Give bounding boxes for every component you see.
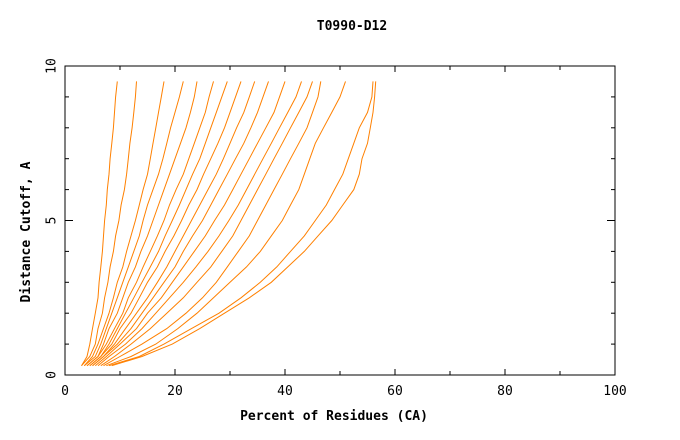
x-axis-ticks: 0 20 40 60 80 100 xyxy=(61,66,627,399)
x-axis-label: Percent of Residues (CA) xyxy=(240,409,428,424)
series-line-11 xyxy=(94,81,286,367)
y-axis-ticks: 0 5 10 xyxy=(45,58,615,379)
y-tick-label: 10 xyxy=(45,58,60,74)
x-tick-label: 20 xyxy=(167,384,183,399)
x-tick-label: 40 xyxy=(277,384,293,399)
y-tick-label: 0 xyxy=(45,371,60,379)
series-line-12 xyxy=(97,81,302,367)
series-line-8 xyxy=(89,81,242,367)
series-line-2 xyxy=(81,81,137,367)
plot-frame xyxy=(64,65,616,376)
x-tick-label: 0 xyxy=(61,384,69,399)
series-line-16 xyxy=(108,81,374,367)
series-line-1 xyxy=(81,81,118,366)
series-line-10 xyxy=(92,81,269,367)
series-line-4 xyxy=(83,81,184,367)
series-line-5 xyxy=(86,81,198,367)
series-line-14 xyxy=(103,81,322,367)
x-tick-label: 100 xyxy=(603,384,626,399)
series-line-17 xyxy=(111,81,377,367)
series-line-3 xyxy=(83,81,165,367)
chart-title: T0990-D12 xyxy=(317,19,387,34)
series-line-6 xyxy=(86,81,214,367)
series-line-7 xyxy=(89,81,228,367)
series-layer xyxy=(81,81,377,367)
series-line-13 xyxy=(100,81,313,367)
series-line-9 xyxy=(92,81,256,367)
x-tick-label: 60 xyxy=(387,384,403,399)
y-axis-label: Distance Cutoff, A xyxy=(19,161,34,302)
x-tick-label: 80 xyxy=(497,384,513,399)
series-line-15 xyxy=(106,81,346,367)
y-tick-label: 5 xyxy=(45,217,60,225)
